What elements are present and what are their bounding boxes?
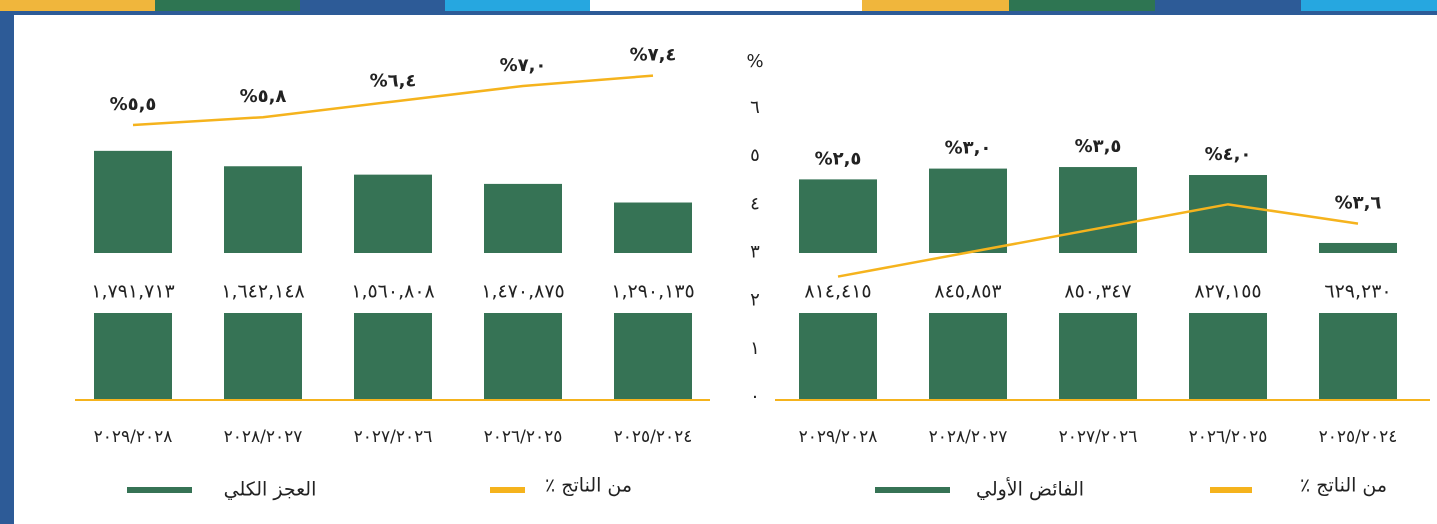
line-value-label: %٧,٤ xyxy=(630,45,677,66)
lower-block xyxy=(929,313,1007,400)
legend-label: الفائض الأولي xyxy=(976,478,1084,501)
line-value-label: %٦,٤ xyxy=(370,71,417,92)
bar-value-label: ١,٢٩٠,١٣٥ xyxy=(611,281,695,303)
x-tick-label: ٢٠٢٦/٢٠٢٥ xyxy=(484,427,563,447)
line-series xyxy=(132,74,654,127)
bar-value-label: ٨٤٥,٨٥٣ xyxy=(934,281,1001,303)
bar-value-label: ١,٤٧٠,٨٧٥ xyxy=(481,281,565,303)
bar xyxy=(484,183,562,253)
x-tick-label: ٢٠٢٥/٢٠٢٤ xyxy=(614,427,693,447)
bar xyxy=(1189,175,1267,253)
bar-value-label: ١,٦٤٢,١٤٨ xyxy=(221,281,305,303)
line-value-label: %٣,٠ xyxy=(945,138,992,159)
y-tick-label: ٦ xyxy=(750,97,760,118)
x-tick-label: ٢٠٢٧/٢٠٢٦ xyxy=(1059,427,1138,447)
y-tick-label: ٣ xyxy=(750,242,760,263)
frame-left xyxy=(0,11,14,524)
bar-value-label: ٨٢٧,١٥٥ xyxy=(1194,281,1261,303)
lower-block xyxy=(799,313,877,400)
legend-label: العجز الكلي xyxy=(224,479,317,501)
line-value-label: %٤,٠ xyxy=(1205,144,1252,165)
lower-block xyxy=(1319,313,1397,400)
line-value-label: %٢,٥ xyxy=(815,148,862,169)
line-value-label: %٧,٠ xyxy=(500,55,547,76)
x-tick-label: ٢٠٢٦/٢٠٢٥ xyxy=(1189,427,1268,447)
y-tick-label: ٤ xyxy=(750,193,760,214)
lower-block xyxy=(94,313,172,400)
bar xyxy=(614,202,692,253)
bar xyxy=(354,174,432,253)
lower-block xyxy=(484,313,562,400)
y-axis-label: % xyxy=(746,51,763,72)
bar xyxy=(224,166,302,253)
x-tick-label: ٢٠٢٩/٢٠٢٨ xyxy=(799,427,878,447)
line-value-label: %٥,٥ xyxy=(110,94,157,115)
bar xyxy=(799,179,877,253)
y-tick-label: ٥ xyxy=(750,145,760,166)
x-tick-label: ٢٠٢٩/٢٠٢٨ xyxy=(94,427,173,447)
line-value-label: %٣,٦ xyxy=(1335,193,1382,214)
legend-label: ٪ من الناتج xyxy=(545,475,632,497)
legend-label: ٪ من الناتج xyxy=(1300,475,1387,497)
plot: ٠ ١ ٢ ٣ ٤ ٥ ٦% ٦٢٩,٢٣٠ ٢٠٢٥/٢٠٢٤ ٨٢٧,١٥٥ ٢٠٢٦/٢٠٢٥… xyxy=(75,45,1430,501)
bar-value-label: ١,٥٦٠,٨٠٨ xyxy=(351,281,435,303)
bar-value-label: ٨٥٠,٣٤٧ xyxy=(1064,281,1131,303)
line-value-label: %٣,٥ xyxy=(1075,136,1122,157)
x-tick-label: ٢٠٢٨/٢٠٢٧ xyxy=(224,427,303,447)
lower-block xyxy=(1059,313,1137,400)
top-stripe xyxy=(0,0,1437,11)
lower-block xyxy=(1189,313,1267,400)
line-value-label: %٥,٨ xyxy=(240,86,287,107)
lower-block xyxy=(354,313,432,400)
x-tick-label: ٢٠٢٥/٢٠٢٤ xyxy=(1319,427,1398,447)
bar xyxy=(94,150,172,253)
bar xyxy=(1319,242,1397,253)
y-tick-label: ٢ xyxy=(750,290,760,311)
lower-block xyxy=(614,313,692,400)
y-tick-label: ١ xyxy=(750,338,760,359)
y-tick-label: ٠ xyxy=(750,386,760,407)
bar-value-label: ٨١٤,٤١٥ xyxy=(804,281,871,303)
x-tick-label: ٢٠٢٧/٢٠٢٦ xyxy=(354,427,433,447)
line-series xyxy=(837,203,1359,278)
frame-top xyxy=(0,11,1437,15)
lower-block xyxy=(224,313,302,400)
bar xyxy=(929,168,1007,253)
bar xyxy=(1059,167,1137,253)
x-tick-label: ٢٠٢٨/٢٠٢٧ xyxy=(929,427,1008,447)
bar-value-label: ٦٢٩,٢٣٠ xyxy=(1324,281,1391,303)
bar-value-label: ١,٧٩١,٧١٣ xyxy=(91,281,175,303)
